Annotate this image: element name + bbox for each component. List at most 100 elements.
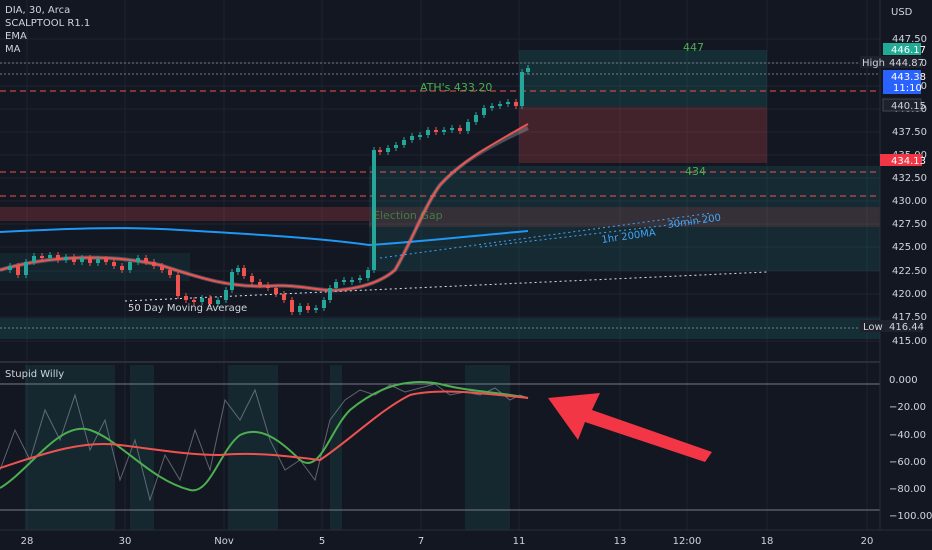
ma50-label: 50 Day Moving Average [128, 303, 247, 314]
price-tick: 437.50 [892, 127, 927, 138]
candle [282, 294, 286, 300]
target-447-label: 447 [683, 41, 704, 54]
symbol-title[interactable]: DIA, 30, Arca [5, 5, 71, 16]
candle [40, 256, 44, 258]
candle [136, 258, 140, 262]
candle [250, 276, 254, 282]
candle [372, 150, 376, 270]
candle [442, 130, 446, 132]
price-tick: 417.50 [892, 312, 927, 323]
chart-legend: DIA, 30, Arca SCALPTOOL R1.1 EMA MA [5, 4, 90, 56]
oscillator-pane [0, 365, 880, 530]
candle [8, 266, 12, 270]
time-tick: 7 [418, 536, 424, 547]
candle [88, 258, 92, 263]
election-gap-label: Election Gap [373, 209, 443, 222]
fast-line [0, 383, 529, 502]
time-tick: 13 [614, 536, 627, 547]
candle [366, 270, 370, 278]
candle [120, 266, 124, 270]
candle [224, 290, 228, 300]
tag-434: 434.13 [891, 156, 926, 167]
tag-440: 440.15 [891, 101, 926, 112]
osc-tick: −100.00 [889, 511, 932, 522]
candle [216, 300, 220, 304]
candle [514, 102, 518, 106]
candle [410, 136, 414, 140]
candle [200, 298, 204, 302]
price-tick: 430.00 [892, 196, 927, 207]
candle [208, 298, 212, 304]
tag-low-value: 416.44 [889, 322, 924, 333]
candle [466, 122, 470, 131]
candle [96, 259, 100, 263]
price-tags: 446.17 High 444.87 443.38 11:10 440.15 4… [860, 43, 926, 333]
oscillator-title: Stupid Willy [5, 369, 64, 380]
candle [378, 150, 382, 152]
candle [32, 256, 36, 262]
candle [386, 148, 390, 152]
candle [342, 280, 346, 282]
price-tick: 425.00 [892, 242, 927, 253]
candle [258, 282, 262, 285]
candle [56, 255, 60, 260]
price-tick: 447.50 [892, 34, 927, 45]
candle [152, 262, 156, 266]
candles [8, 65, 530, 315]
candle [490, 106, 494, 108]
candle [458, 128, 462, 131]
target-434-label: 434 [685, 165, 706, 178]
candle [80, 258, 84, 262]
candle [426, 130, 430, 135]
candle [314, 308, 318, 310]
candle [192, 300, 196, 302]
candle [184, 296, 188, 300]
candle [474, 115, 478, 122]
oscillator-ticks: 0.000 −20.00 −40.00 −60.00 −80.00 −100.00 [889, 375, 932, 522]
time-tick: 20 [861, 536, 874, 547]
candle [24, 262, 28, 275]
price-tick: 427.50 [892, 219, 927, 230]
candle [350, 280, 354, 282]
candle [298, 306, 302, 312]
indicator-ma[interactable]: MA [5, 44, 21, 55]
candle [402, 140, 406, 145]
osc-tick: 0.000 [889, 375, 918, 386]
candle [168, 270, 172, 275]
candle [394, 145, 398, 148]
candle [520, 72, 524, 106]
time-axis[interactable]: 28 30 Nov 5 7 11 13 12:00 18 20 [21, 536, 874, 547]
price-tick: 432.50 [892, 173, 927, 184]
indicator-ema[interactable]: EMA [5, 31, 27, 42]
time-tick: 11 [513, 536, 526, 547]
annotations: ATH's 433.20 447 434 Election Gap 50 Day… [128, 41, 722, 314]
indicator-scalptool[interactable]: SCALPTOOL R1.1 [5, 18, 91, 29]
candle [266, 285, 270, 288]
ma-200-line [0, 227, 529, 247]
signal-green [0, 381, 529, 492]
tag-low-label: Low [863, 322, 883, 333]
price-tick: 420.00 [892, 289, 927, 300]
candle [112, 262, 116, 266]
tag-last: 443.38 [891, 72, 926, 83]
candle [306, 306, 310, 310]
tag-countdown: 11:10 [893, 83, 922, 94]
time-tick: 5 [319, 536, 325, 547]
time-tick: 28 [21, 536, 34, 547]
candle [418, 135, 422, 137]
osc-tick: −60.00 [889, 457, 926, 468]
pointer-arrow-icon [548, 393, 712, 462]
time-tick: 30 [119, 536, 132, 547]
candle [322, 300, 326, 308]
ema-ribbon [0, 123, 529, 293]
candle [498, 104, 502, 106]
candle [450, 128, 454, 130]
candle [144, 258, 148, 262]
candle [16, 266, 20, 275]
levels [0, 62, 880, 329]
candle [506, 102, 510, 104]
time-tick: Nov [214, 536, 234, 547]
candle [358, 278, 362, 280]
currency-label: USD [891, 7, 913, 18]
